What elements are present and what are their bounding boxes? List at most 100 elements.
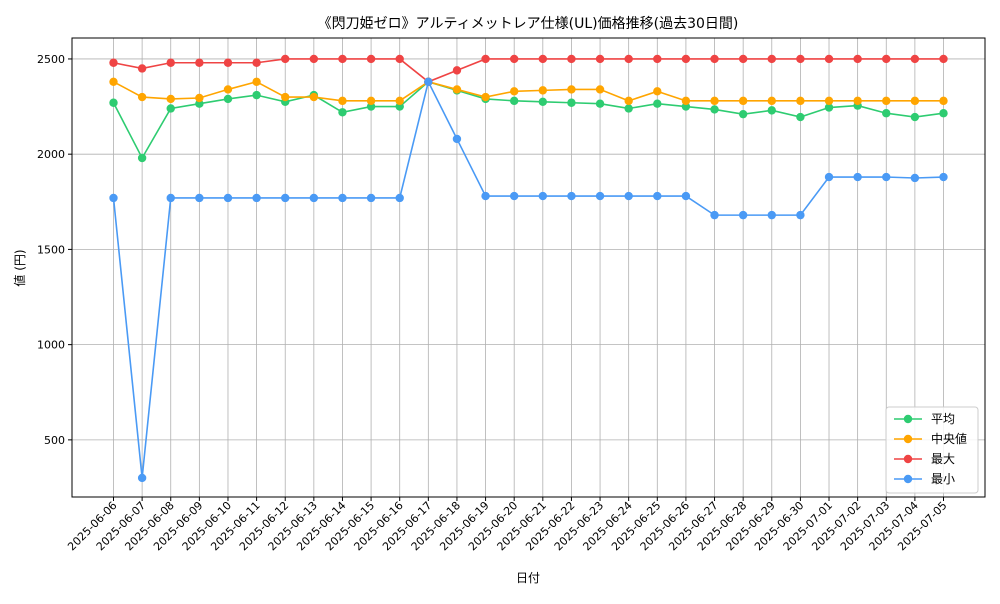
data-point	[424, 77, 433, 87]
data-point	[338, 193, 347, 203]
legend-item: 最大	[894, 452, 955, 466]
data-point	[910, 96, 920, 106]
data-point	[366, 96, 376, 106]
legend-marker	[903, 434, 913, 444]
data-point	[939, 172, 948, 182]
data-point	[109, 77, 118, 87]
data-point	[252, 77, 261, 87]
data-point	[538, 54, 548, 64]
data-point	[166, 104, 175, 113]
data-point	[538, 97, 548, 107]
data-point	[653, 99, 662, 108]
plot-frame	[71, 37, 986, 498]
data-point	[338, 108, 347, 117]
data-point	[681, 54, 691, 64]
series-line	[113, 80, 944, 102]
legend-label: 最小	[931, 472, 955, 486]
data-point	[109, 98, 118, 107]
data-point	[538, 86, 548, 95]
data-point	[939, 96, 948, 106]
data-point	[195, 93, 204, 103]
legend-label: 最大	[931, 452, 955, 466]
y-axis-ticks: 500 1000 1500 2000 2500	[37, 53, 72, 447]
data-point	[538, 191, 548, 201]
grid	[72, 38, 985, 497]
legend-box	[885, 406, 979, 494]
legend-label: 中央値	[931, 431, 967, 446]
data-point	[653, 87, 662, 96]
data-point	[624, 96, 633, 106]
data-point	[681, 191, 691, 201]
data-point	[624, 54, 633, 64]
data-point	[509, 54, 519, 64]
y-axis-label: 値 (円)	[12, 249, 27, 286]
data-point	[767, 96, 776, 106]
data-point	[853, 172, 862, 182]
y-tick-label: 2000	[37, 148, 65, 161]
data-point	[452, 85, 462, 94]
series-group	[109, 54, 948, 483]
legend-label: 平均	[931, 412, 955, 426]
data-point	[395, 54, 404, 64]
data-point	[309, 193, 319, 203]
data-point	[137, 64, 147, 73]
data-point	[309, 54, 319, 64]
data-point	[223, 193, 233, 203]
legend-marker	[903, 454, 913, 464]
data-point	[653, 54, 662, 64]
data-point	[137, 92, 147, 102]
data-point	[939, 109, 948, 118]
data-point	[195, 193, 204, 203]
data-point	[796, 210, 805, 220]
legend-marker	[903, 474, 913, 484]
data-point	[882, 172, 891, 182]
data-point	[624, 104, 633, 113]
legend-marker	[903, 414, 913, 424]
chart-title: 《閃刀姫ゼロ》アルティメットレア仕様(UL)価格推移(過去30日間)	[318, 16, 739, 32]
data-point	[223, 94, 233, 104]
data-point	[509, 191, 519, 201]
data-point	[710, 105, 719, 114]
data-point	[738, 54, 748, 64]
data-point	[910, 54, 920, 64]
data-point	[710, 54, 719, 64]
data-point	[824, 172, 834, 182]
data-point	[137, 153, 147, 163]
series-2	[109, 54, 948, 87]
data-point	[109, 193, 118, 203]
series-line	[112, 79, 944, 479]
data-point	[223, 58, 233, 67]
data-point	[595, 54, 605, 64]
y-tick-label: 2500	[37, 53, 65, 66]
x-axis-label: 日付	[516, 571, 540, 585]
data-point	[738, 109, 748, 119]
data-point	[595, 191, 605, 201]
data-point	[882, 109, 891, 118]
data-point	[281, 54, 290, 64]
data-point	[653, 191, 662, 201]
data-point	[281, 193, 290, 203]
data-point	[252, 90, 261, 100]
data-point	[166, 94, 175, 104]
data-point	[252, 58, 261, 67]
data-point	[452, 66, 462, 75]
data-point	[338, 96, 347, 106]
data-point	[166, 193, 175, 203]
data-point	[910, 173, 920, 183]
data-point	[509, 96, 519, 106]
data-point	[796, 112, 805, 122]
series-line	[113, 58, 944, 83]
data-point	[481, 54, 490, 64]
data-point	[910, 112, 920, 122]
data-point	[796, 96, 805, 106]
legend-item: 最小	[894, 472, 955, 486]
data-point	[710, 210, 719, 220]
data-point	[366, 193, 376, 203]
data-point	[509, 87, 519, 96]
data-point	[366, 54, 376, 64]
data-point	[567, 191, 576, 201]
data-point	[939, 54, 948, 64]
data-point	[338, 54, 347, 64]
data-point	[738, 210, 748, 220]
